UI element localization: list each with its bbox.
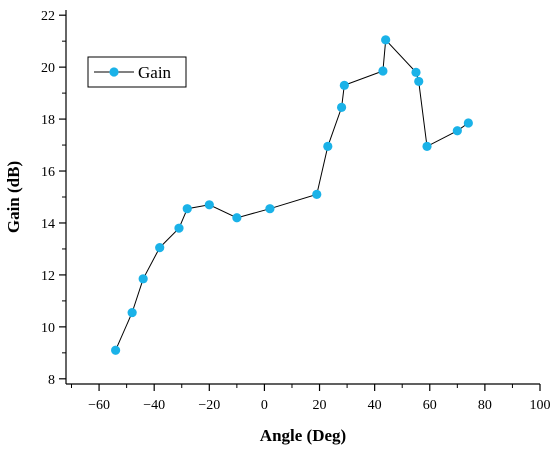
data-point xyxy=(127,307,137,318)
data-point xyxy=(452,126,462,136)
data-point xyxy=(381,35,391,45)
x-axis-title: Angle (Deg) xyxy=(260,426,346,445)
x-tick-label: 60 xyxy=(423,398,437,413)
y-tick-label: 18 xyxy=(41,113,55,128)
data-point xyxy=(232,213,242,223)
y-tick-label: 12 xyxy=(41,269,55,284)
data-point xyxy=(265,204,275,214)
y-tick-label: 20 xyxy=(41,61,55,76)
series-markers-gain xyxy=(111,35,473,355)
legend: Gain xyxy=(87,56,187,88)
data-point xyxy=(422,141,432,151)
data-point xyxy=(204,200,214,210)
legend-label: Gain xyxy=(138,63,172,82)
data-point xyxy=(155,243,165,253)
y-tick-label: 10 xyxy=(41,321,55,336)
x-tick-label: 0 xyxy=(261,398,268,413)
y-tick-label: 8 xyxy=(48,373,55,388)
x-tick-label: −60 xyxy=(88,398,110,413)
y-tick-label: 16 xyxy=(41,165,55,180)
x-tick-label: −20 xyxy=(198,398,220,413)
y-axis: 8 10 12 14 16 18 20 22 xyxy=(41,9,66,388)
legend-marker xyxy=(109,67,119,77)
y-tick-label: 22 xyxy=(41,9,55,24)
y-axis-title: Gain (dB) xyxy=(4,161,23,233)
data-point xyxy=(339,80,349,90)
data-point xyxy=(411,67,421,77)
x-axis: −60 −40 −20 0 20 40 60 80 100 xyxy=(71,384,550,413)
data-point xyxy=(336,102,347,112)
y-tick-label: 14 xyxy=(41,217,55,232)
x-tick-label: 40 xyxy=(368,398,382,413)
data-point xyxy=(378,66,388,76)
x-tick-label: −40 xyxy=(143,398,165,413)
data-point xyxy=(323,141,333,151)
data-point xyxy=(182,204,192,214)
data-point xyxy=(138,274,148,284)
x-tick-label: 80 xyxy=(478,398,492,413)
x-tick-label: 100 xyxy=(530,398,550,413)
data-point xyxy=(463,118,473,128)
data-point xyxy=(174,223,184,233)
data-point xyxy=(414,76,424,87)
x-tick-label: 20 xyxy=(313,398,327,413)
data-point xyxy=(111,345,121,355)
data-point xyxy=(312,189,322,200)
